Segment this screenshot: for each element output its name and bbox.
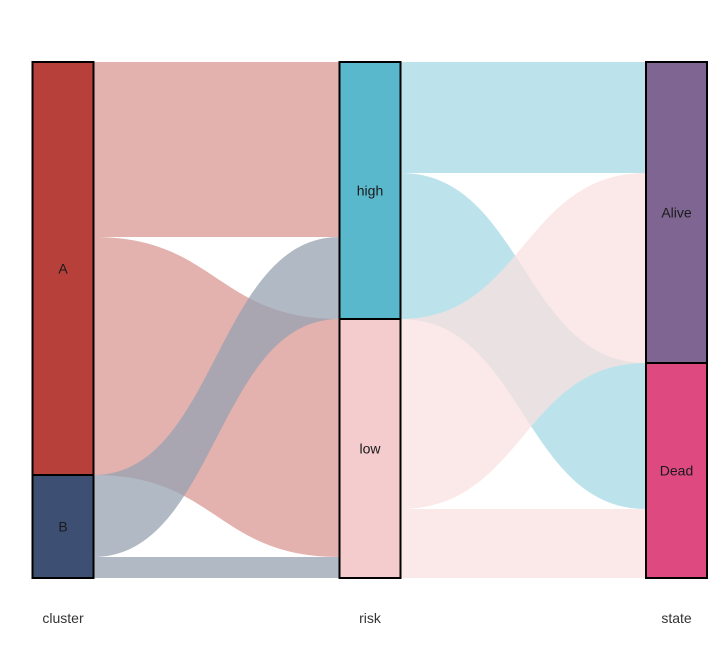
- node-b: [31, 474, 95, 579]
- flow-b-to-low: [93, 557, 340, 578]
- axis-label-state: state: [661, 610, 692, 626]
- node-alive: [645, 61, 708, 364]
- flows-layer: [93, 62, 646, 578]
- node-label-high: high: [357, 183, 383, 199]
- node-label-low: low: [359, 441, 381, 457]
- flow-b-to-high: [93, 237, 340, 557]
- node-high: [338, 61, 402, 320]
- nodes-layer: [31, 61, 708, 579]
- node-low: [338, 318, 402, 579]
- node-label-a: A: [58, 261, 68, 277]
- axis-label-risk: risk: [359, 610, 382, 626]
- flow-a-to-high: [93, 62, 340, 237]
- node-label-alive: Alive: [661, 205, 692, 221]
- node-a: [31, 61, 95, 476]
- node-dead: [645, 362, 708, 579]
- node-label-b: B: [58, 519, 67, 535]
- flow-low-to-alive: [400, 173, 646, 509]
- flow-high-to-alive: [400, 62, 646, 173]
- axis-label-cluster: cluster: [42, 610, 84, 626]
- node-label-dead: Dead: [660, 463, 693, 479]
- axis-labels: cluster risk state: [42, 610, 692, 626]
- flow-low-to-dead: [400, 509, 646, 578]
